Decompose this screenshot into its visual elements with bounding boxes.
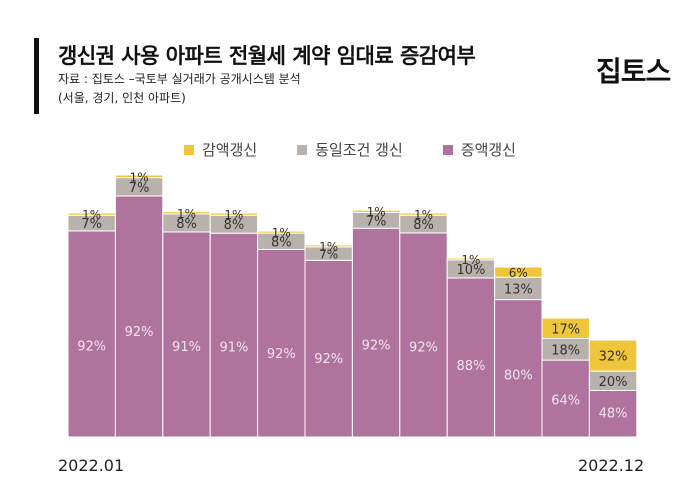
bar-segment-2022.12-증액갱신 <box>588 389 638 438</box>
data-label: 7% <box>81 217 102 232</box>
legend-swatch <box>297 144 308 155</box>
bar-segment-2022.04-감액갱신 <box>209 212 259 216</box>
bar-segment-2022.07-증액갱신 <box>351 227 401 438</box>
data-label: 17% <box>551 322 580 337</box>
data-label: 92% <box>77 339 106 354</box>
data-label: 48% <box>599 406 628 421</box>
data-label: 7% <box>366 214 387 229</box>
data-label: 1% <box>224 208 243 222</box>
data-label: 1% <box>461 253 480 267</box>
bar-segment-2022.06-증액갱신 <box>304 259 353 438</box>
data-label: 92% <box>125 325 154 340</box>
bar-segment-2022.07-감액갱신 <box>351 209 401 213</box>
data-label: 7% <box>319 248 338 262</box>
data-label: 6% <box>509 266 528 280</box>
legend-label: 동일조건 갱신 <box>315 141 403 159</box>
data-label: 80% <box>504 368 533 383</box>
data-label: 20% <box>599 375 628 390</box>
x-tick-end: 2022.12 <box>578 456 645 475</box>
data-label: 32% <box>599 350 628 365</box>
data-label: 1% <box>319 240 338 254</box>
data-label: 1% <box>82 208 101 222</box>
data-label: 1% <box>130 170 149 184</box>
data-label: 7% <box>129 181 150 196</box>
bar-segment-2022.11-감액갱신 <box>541 317 590 339</box>
legend-label: 감액갱신 <box>202 141 258 159</box>
data-label: 10% <box>456 263 485 278</box>
data-label: 8% <box>413 218 434 233</box>
title-accent-bar <box>34 38 39 114</box>
legend-swatch <box>442 144 453 155</box>
chart-title: 갱신권 사용 아파트 전월세 계약 임대료 증감여부 <box>58 44 476 68</box>
data-label: 1% <box>177 207 196 221</box>
data-label: 13% <box>504 282 533 297</box>
legend-item-increase: 증액갱신 <box>442 139 516 160</box>
data-label: 92% <box>314 352 343 367</box>
data-label: 8% <box>224 218 245 233</box>
ziptoss-logo: 집토스 <box>596 55 671 88</box>
data-label: 1% <box>272 226 291 240</box>
data-label: 1% <box>367 205 386 219</box>
bar-segment-2022.12-감액갱신 <box>588 339 638 372</box>
data-label: 92% <box>267 347 296 362</box>
scope-note: (서울, 경기, 인천 아파트) <box>58 91 186 105</box>
data-label: 18% <box>551 343 580 358</box>
legend-item-decrease: 감액갱신 <box>184 139 257 160</box>
bar-segment-2022.04-증액갱신 <box>209 232 259 438</box>
bar-segment-2022.09-감액갱신 <box>446 257 496 261</box>
legend-label: 증액갱신 <box>460 141 516 159</box>
bar-segment-2022.05-증액갱신 <box>257 248 306 438</box>
data-label: 91% <box>219 340 248 355</box>
bar-segment-2022.11-증액갱신 <box>541 359 590 438</box>
legend: 감액갱신 동일조건 갱신 증액갱신 <box>0 139 700 160</box>
data-label: 64% <box>551 394 580 409</box>
data-label: 8% <box>271 235 292 250</box>
bar-segment-2022.10-증액갱신 <box>494 299 543 438</box>
bar-segment-2022.03-증액갱신 <box>162 231 211 438</box>
x-tick-start: 2022.01 <box>58 456 125 475</box>
data-label: 92% <box>409 340 438 355</box>
data-label: 8% <box>176 217 197 232</box>
source-note: 자료 : 집토스 –국토부 실거래가 공개시스템 분석 <box>58 72 301 86</box>
bar-segment-2022.08-증액갱신 <box>399 232 448 438</box>
bar-segment-2022.05-감액갱신 <box>257 230 306 234</box>
bar-segment-2022.08-감액갱신 <box>399 212 448 216</box>
bar-segment-2022.09-증액갱신 <box>446 277 496 438</box>
data-label: 92% <box>362 338 391 353</box>
data-label: 91% <box>172 340 201 355</box>
bar-segment-2022.01-증액갱신 <box>67 230 116 438</box>
bar-segment-2022.10-감액갱신 <box>494 266 543 278</box>
bar-segment-2022.02-증액갱신 <box>114 195 164 438</box>
bar-segment-2022.02-감액갱신 <box>114 174 164 179</box>
legend-swatch <box>184 144 194 155</box>
legend-item-same: 동일조건 갱신 <box>297 139 403 160</box>
data-label: 1% <box>414 208 433 222</box>
data-label: 88% <box>456 359 485 374</box>
